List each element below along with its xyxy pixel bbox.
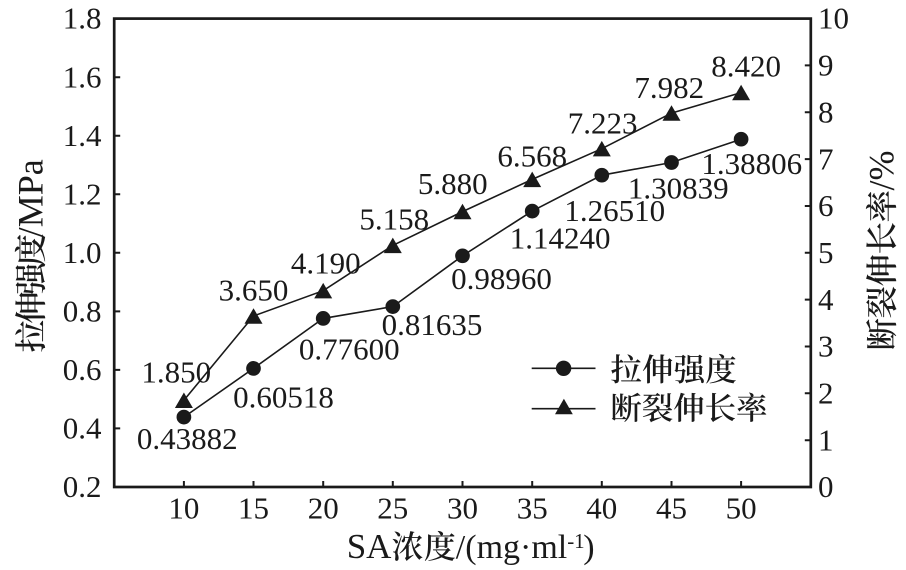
- svg-text:0.2: 0.2: [63, 469, 102, 504]
- svg-text:0.8: 0.8: [63, 294, 102, 329]
- svg-text:3: 3: [818, 329, 834, 364]
- svg-text:-1: -1: [567, 529, 585, 553]
- svg-text:1.850: 1.850: [141, 355, 211, 390]
- svg-text:35: 35: [517, 491, 548, 526]
- svg-text:1.30839: 1.30839: [628, 170, 729, 205]
- svg-text:/%: /%: [862, 151, 902, 191]
- svg-text:7.982: 7.982: [634, 70, 704, 105]
- svg-text:10: 10: [818, 1, 849, 36]
- svg-text:7: 7: [818, 141, 834, 176]
- svg-text:5.158: 5.158: [359, 202, 429, 237]
- svg-text:6: 6: [818, 188, 834, 223]
- svg-text:4: 4: [818, 282, 834, 317]
- svg-text:1: 1: [818, 422, 834, 457]
- svg-text:1.38806: 1.38806: [701, 146, 802, 181]
- svg-text:8.420: 8.420: [711, 48, 781, 83]
- svg-text:25: 25: [377, 491, 408, 526]
- svg-text:10: 10: [168, 491, 199, 526]
- svg-text:0: 0: [818, 469, 834, 504]
- svg-text:20: 20: [308, 491, 339, 526]
- svg-text:40: 40: [586, 491, 617, 526]
- svg-text:30: 30: [447, 491, 478, 526]
- svg-text:3.650: 3.650: [219, 272, 289, 307]
- svg-text:0.81635: 0.81635: [382, 307, 483, 342]
- svg-text:0.6: 0.6: [63, 352, 102, 387]
- svg-text:1.2: 1.2: [63, 176, 102, 211]
- svg-text:2: 2: [818, 376, 834, 411]
- svg-text:1.4: 1.4: [63, 118, 102, 153]
- svg-text:45: 45: [656, 491, 687, 526]
- svg-text:0.77600: 0.77600: [299, 331, 400, 366]
- svg-text:0.98960: 0.98960: [451, 261, 552, 296]
- svg-text:50: 50: [726, 491, 757, 526]
- svg-text:1.8: 1.8: [63, 1, 102, 36]
- svg-text:7.223: 7.223: [568, 105, 638, 140]
- svg-text:9: 9: [818, 48, 834, 83]
- svg-text:1.14240: 1.14240: [510, 220, 611, 255]
- svg-text:0.60518: 0.60518: [233, 380, 334, 415]
- svg-text:0.43882: 0.43882: [137, 421, 238, 456]
- svg-text:/(mg·ml: /(mg·ml: [456, 529, 567, 566]
- svg-text:1.26510: 1.26510: [564, 193, 665, 228]
- svg-text:0.4: 0.4: [63, 411, 102, 446]
- svg-text:4.190: 4.190: [291, 245, 361, 280]
- svg-text:): ): [583, 529, 594, 566]
- svg-text:6.568: 6.568: [497, 138, 567, 173]
- svg-text:15: 15: [238, 491, 269, 526]
- svg-text:/MPa: /MPa: [11, 159, 51, 237]
- svg-text:5: 5: [818, 235, 834, 270]
- svg-text:SA: SA: [347, 527, 392, 566]
- svg-text:1.0: 1.0: [63, 235, 102, 270]
- svg-text:5.880: 5.880: [418, 166, 488, 201]
- svg-text:8: 8: [818, 94, 834, 129]
- svg-text:1.6: 1.6: [63, 59, 102, 94]
